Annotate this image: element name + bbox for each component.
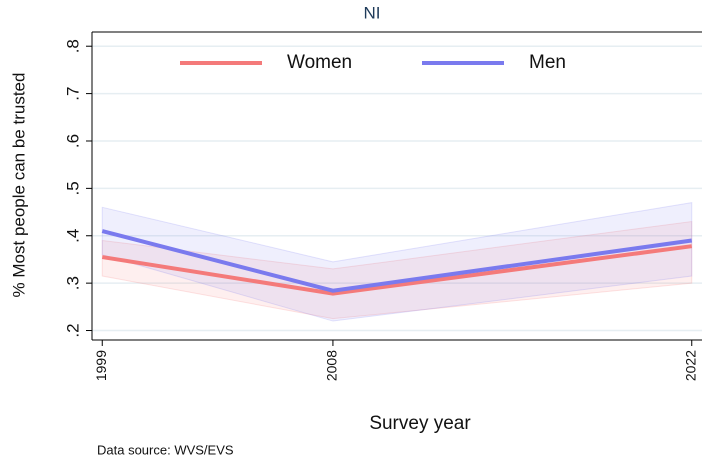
y-tick-label: .2 — [63, 323, 82, 337]
y-tick-label: .8 — [63, 39, 82, 53]
series-line — [101, 229, 693, 293]
series-line — [101, 244, 693, 296]
legend-label: Women — [287, 52, 352, 73]
x-tick-label: 1999 — [93, 350, 109, 381]
chart-title: NI — [364, 3, 381, 22]
y-axis-title: % Most people can be trusted — [9, 73, 28, 298]
x-tick-label: 2022 — [682, 350, 698, 381]
y-tick-label: .4 — [63, 229, 82, 243]
y-tick-label: .5 — [63, 181, 82, 195]
y-tick-label: .3 — [63, 276, 82, 290]
x-axis-title: Survey year — [369, 413, 471, 434]
legend-label: Men — [529, 52, 566, 73]
y-tick-label: .6 — [63, 134, 82, 148]
x-tick-label: 2008 — [324, 350, 340, 381]
confidence-band — [101, 201, 693, 322]
source-note: Data source: WVS/EVS — [97, 442, 234, 457]
confidence-band — [101, 220, 693, 320]
y-tick-label: .7 — [63, 87, 82, 101]
